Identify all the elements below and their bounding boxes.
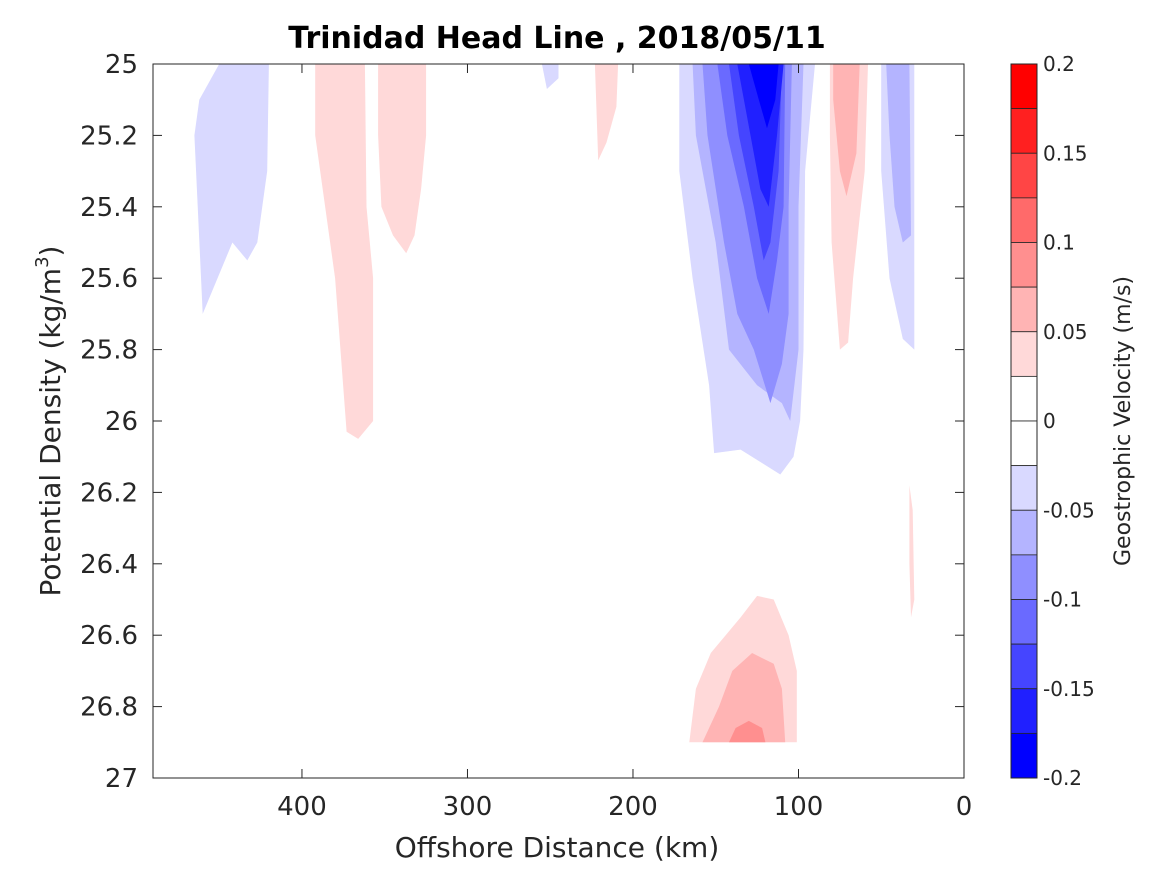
colorbar-tick-label: 0.05: [1043, 320, 1088, 344]
colorbar-frame: [1010, 63, 1038, 779]
y-axis-label: Potential Density (kg/m3): [32, 246, 67, 597]
contour-region-neg-0: [194, 64, 269, 314]
contour-region-neg-1: [541, 64, 559, 89]
colorbar-tick-label: 0.2: [1043, 52, 1075, 76]
contour-region-neg-10: [748, 64, 779, 129]
colorbar-level: [1010, 688, 1038, 734]
colorbar-level: [1010, 286, 1038, 333]
x-tick-label: 100: [774, 792, 824, 822]
x-axis-label: Offshore Distance (km): [395, 831, 720, 864]
y-tick-label: 25.6: [80, 264, 138, 294]
x-tick-label: 400: [277, 792, 327, 822]
contour-region-pos-11: [315, 64, 374, 439]
colorbar-level: [1010, 509, 1038, 556]
contour-region-neg-5: [886, 64, 911, 243]
x-tick-label: 0: [956, 792, 973, 822]
contour-region-pos-12: [378, 64, 427, 254]
x-tick-label: 300: [443, 792, 493, 822]
y-tick-label: 26.8: [80, 693, 138, 723]
colorbar-tick-label: -0.2: [1043, 766, 1082, 790]
colorbar-level: [1010, 152, 1038, 199]
y-tick-label: 26: [105, 407, 138, 437]
contour-region-pos-19: [729, 720, 766, 743]
contour-region-pos-16: [833, 64, 860, 197]
colorbar-tick-label: -0.15: [1043, 677, 1095, 701]
plot-area: [152, 63, 965, 779]
colorbar-level: [1010, 375, 1038, 422]
x-axis: 400 300 200 100 0: [277, 64, 972, 822]
colorbar-level: [1010, 197, 1038, 243]
colorbar-level: [1010, 599, 1038, 645]
colorbar-level: [1010, 465, 1038, 511]
colorbar-level: [1010, 554, 1038, 600]
colorbar-level: [1010, 63, 1038, 110]
y-tick-label: 26.4: [80, 550, 138, 580]
y-axis-label-superscript: 3: [32, 256, 53, 267]
colorbar-tick-label: -0.05: [1043, 498, 1095, 522]
y-axis: 25 25.2 25.4 25.6 25.8 26 26.2 26.4 26.6 26.8 27: [80, 50, 964, 794]
y-tick-label: 26.6: [80, 621, 138, 651]
contour-regions: [194, 64, 915, 743]
chart-title: Trinidad Head Line , 2018/05/11: [288, 21, 825, 56]
colorbar-level: [1010, 732, 1038, 779]
y-tick-label: 25: [105, 50, 138, 80]
x-tick-label: 200: [608, 792, 658, 822]
colorbar-tick-label: 0: [1043, 409, 1056, 433]
y-tick-label: 25.4: [80, 193, 138, 223]
colorbar: 0.2 0.15 0.1 0.05 0 -0.05 -0.1 -0.15 -0.2: [1010, 52, 1095, 790]
contour-region-pos-18: [702, 653, 786, 743]
contour-region-pos-15: [909, 485, 915, 618]
y-axis-label-text: Potential Density (kg/m: [34, 268, 67, 597]
y-tick-label: 25.2: [80, 121, 138, 151]
colorbar-level: [1010, 420, 1038, 467]
colorbar-level: [1010, 242, 1038, 288]
colorbar-level: [1010, 643, 1038, 690]
y-tick-label: 25.8: [80, 336, 138, 366]
colorbar-label: Geostrophic Velocity (m/s): [1111, 276, 1136, 566]
colorbar-tick-label: 0.15: [1043, 141, 1088, 165]
contour-region-pos-13: [594, 64, 619, 161]
colorbar-tick-label: -0.1: [1043, 588, 1082, 612]
colorbar-level: [1010, 331, 1038, 377]
y-tick-label: 27: [105, 764, 138, 794]
colorbar-tick-label: 0.1: [1043, 231, 1075, 255]
y-tick-label: 26.2: [80, 478, 138, 508]
y-axis-label-close: ): [34, 246, 67, 257]
colorbar-level: [1010, 108, 1038, 154]
